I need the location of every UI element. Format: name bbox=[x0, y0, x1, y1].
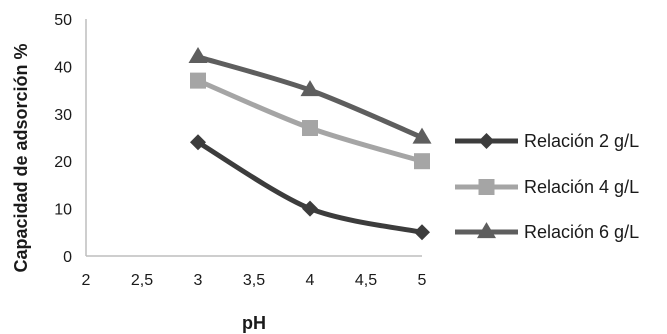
data-point-marker bbox=[190, 72, 206, 89]
legend-label: Relación 4 g/L bbox=[524, 177, 639, 197]
data-point-marker bbox=[412, 127, 432, 144]
series-line bbox=[195, 139, 425, 235]
legend-marker bbox=[478, 179, 495, 195]
x-axis-title: pH bbox=[242, 313, 266, 333]
x-tick-label: 4,5 bbox=[355, 272, 377, 289]
y-tick-label: 20 bbox=[54, 154, 72, 171]
data-point-marker bbox=[300, 80, 320, 97]
x-tick-label: 3 bbox=[194, 272, 203, 289]
y-tick-label: 10 bbox=[54, 202, 72, 219]
data-point-marker bbox=[190, 134, 206, 151]
y-tick-label: 30 bbox=[54, 107, 72, 124]
legend-marker bbox=[477, 222, 496, 239]
data-point-marker bbox=[414, 224, 430, 241]
y-tick-label: 40 bbox=[54, 59, 72, 76]
legend-label: Relación 2 g/L bbox=[524, 131, 639, 151]
x-tick-label: 5 bbox=[418, 272, 427, 289]
x-tick-label: 3,5 bbox=[243, 272, 265, 289]
data-point-marker bbox=[188, 47, 208, 63]
data-point-marker bbox=[302, 200, 318, 217]
data-point-marker bbox=[302, 120, 318, 137]
data-point-marker bbox=[414, 153, 430, 170]
x-tick-label: 2,5 bbox=[131, 272, 153, 289]
y-tick-label: 0 bbox=[63, 249, 72, 266]
y-tick-label: 50 bbox=[54, 12, 72, 29]
x-tick-label: 2 bbox=[82, 272, 91, 289]
x-tick-label: 4 bbox=[306, 272, 315, 289]
legend-label: Relación 6 g/L bbox=[524, 222, 639, 242]
legend-marker bbox=[478, 133, 495, 149]
y-axis-title: Capacidad de adsorción % bbox=[11, 43, 31, 272]
